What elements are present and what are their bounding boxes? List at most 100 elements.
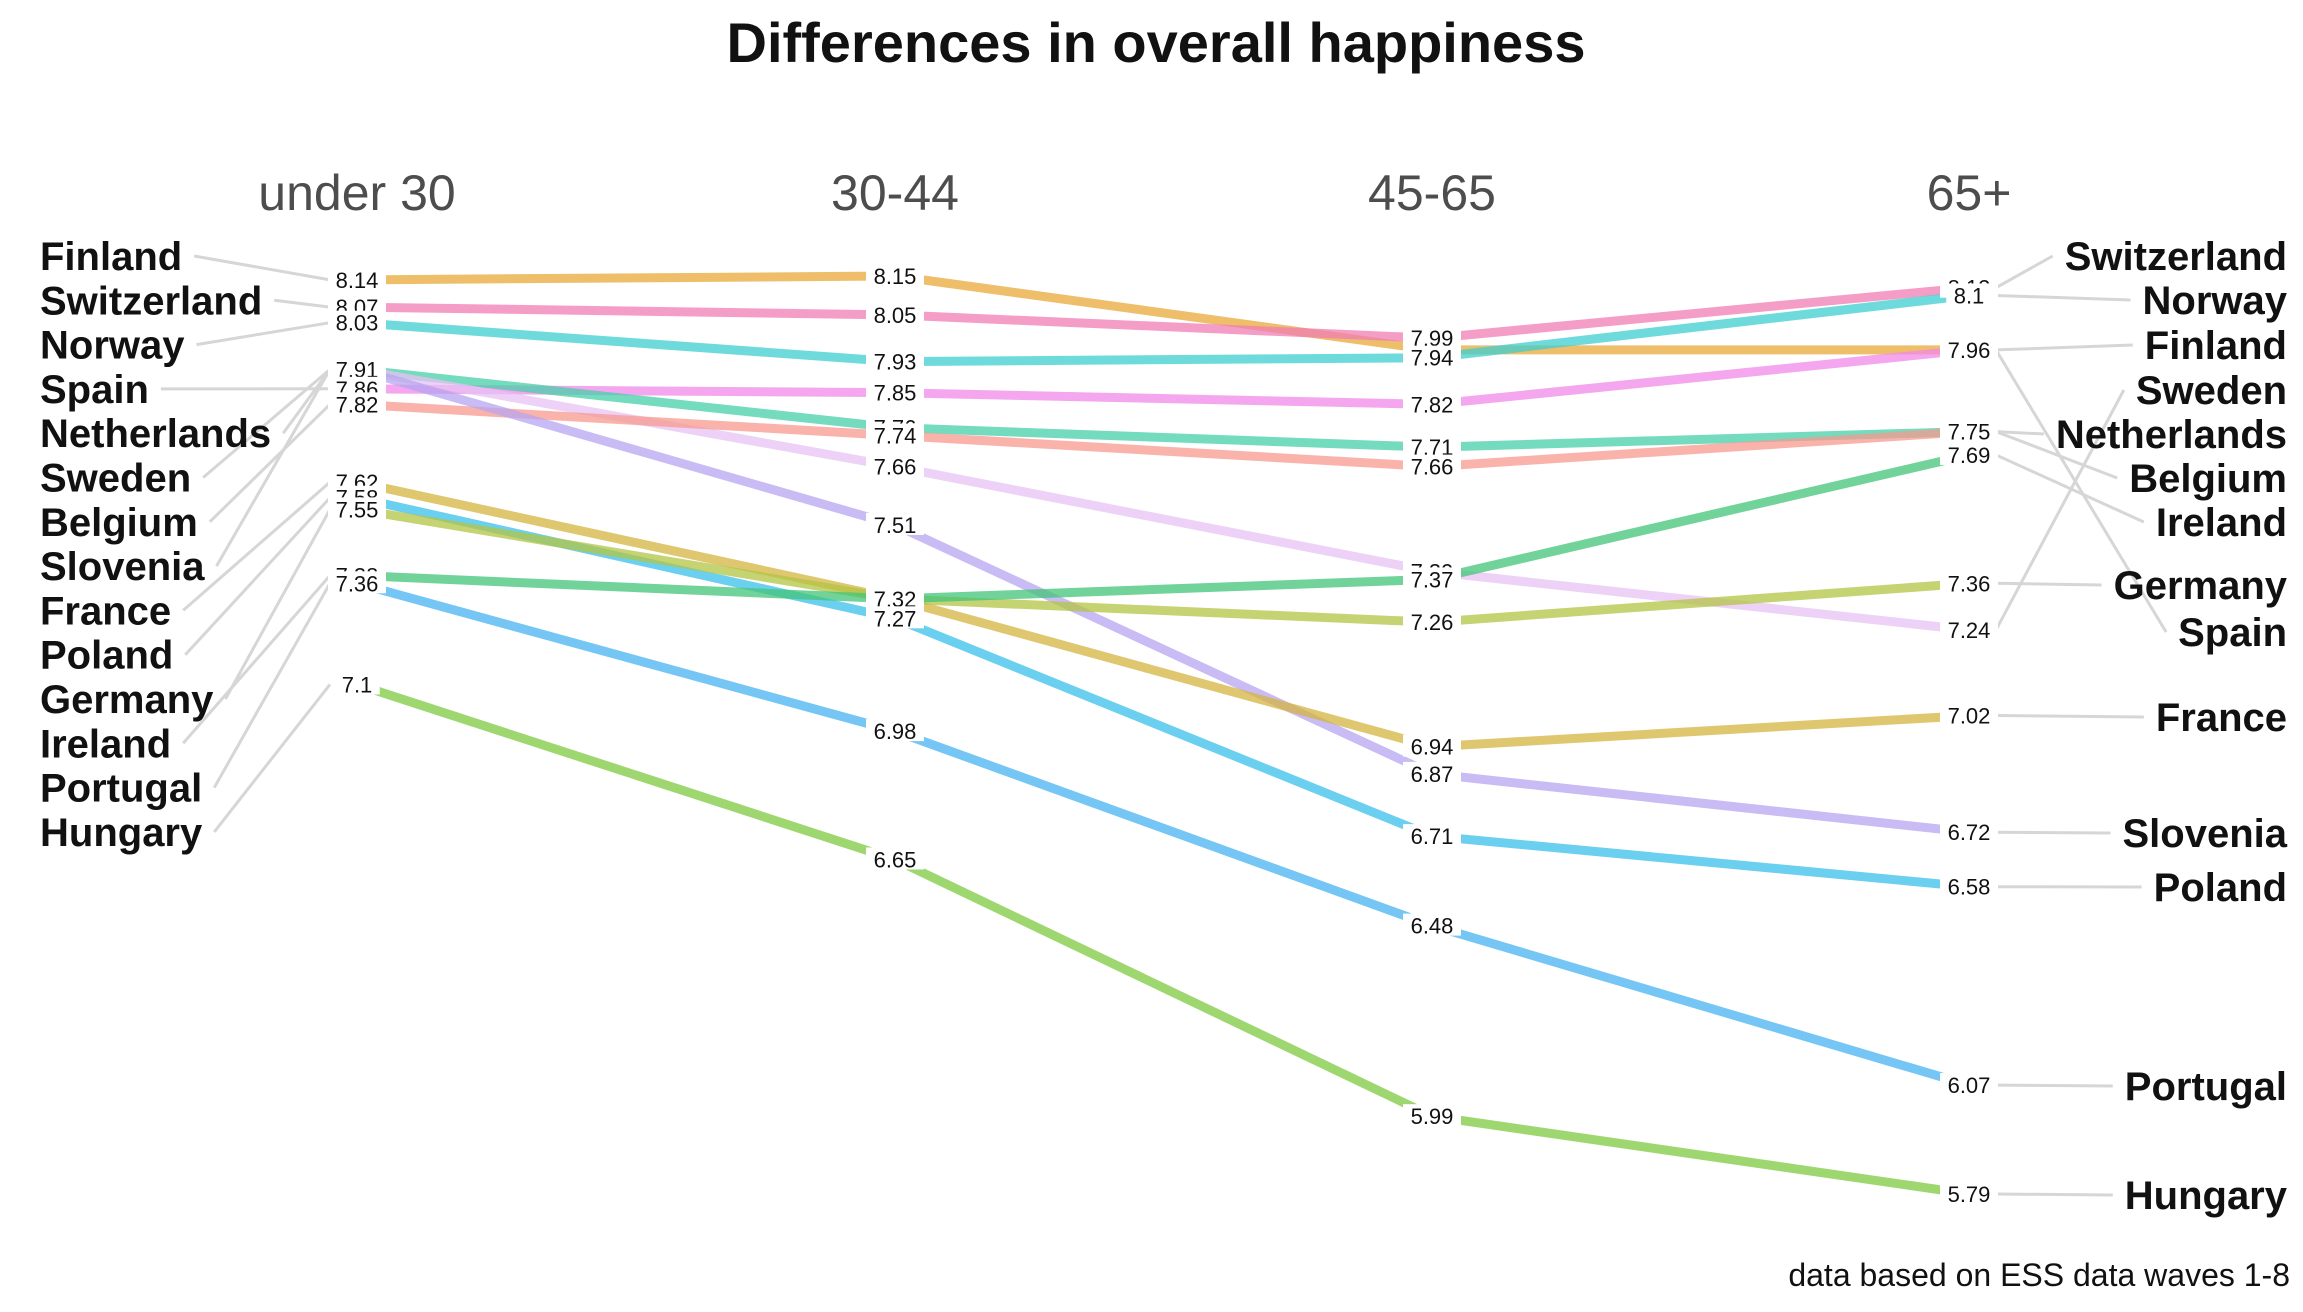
value-label-65-5-79: 5.79: [1940, 1182, 1998, 1207]
chart-title: Differences in overall happiness: [727, 11, 1586, 74]
svg-text:7.69: 7.69: [1948, 443, 1991, 468]
leader-right-belgium: [1995, 430, 2118, 480]
right-label-finland: Finland: [2145, 324, 2287, 368]
svg-text:6.48: 6.48: [1411, 914, 1454, 939]
left-label-france: France: [40, 589, 171, 633]
series-line-germany: [356, 504, 1970, 627]
value-label-45-65-6-94: 6.94: [1403, 734, 1461, 760]
right-label-poland: Poland: [2154, 866, 2287, 910]
series-line-france: [356, 477, 1970, 752]
svg-text:6.87: 6.87: [1411, 762, 1454, 787]
value-label-under-30-7-55: 7.55: [328, 497, 386, 522]
series-line-spain: [356, 345, 1970, 409]
right-label-slovenia: Slovenia: [2122, 812, 2287, 856]
value-label-65-7-96: 7.96: [1940, 337, 1998, 363]
series-line-belgium: [356, 399, 1970, 472]
leader-left-slovenia: [215, 368, 332, 567]
svg-text:7.55: 7.55: [336, 497, 379, 522]
value-label-45-65-6-87: 6.87: [1403, 761, 1461, 787]
right-label-spain: Spain: [2178, 611, 2287, 655]
svg-text:6.71: 6.71: [1411, 824, 1454, 849]
svg-text:7.96: 7.96: [1948, 338, 1991, 363]
value-label-45-65-6-48: 6.48: [1403, 913, 1461, 939]
column-header-30-44: 30-44: [831, 165, 959, 221]
leader-right-norway: [1995, 293, 2131, 302]
svg-text:6.72: 6.72: [1948, 820, 1991, 845]
value-label-under-30-7-82: 7.82: [328, 392, 386, 417]
leader-left-switzerland: [274, 298, 331, 309]
value-label-30-44-7-27: 7.27: [866, 606, 924, 631]
value-label-under-30-8-14: 8.14: [328, 267, 386, 293]
value-label-45-65-7-26: 7.26: [1403, 610, 1461, 635]
value-label-45-65-5-99: 5.99: [1403, 1104, 1461, 1129]
leader-left-hungary: [213, 683, 332, 833]
svg-text:5.79: 5.79: [1948, 1182, 1991, 1207]
value-label-65-7-36: 7.36: [1940, 571, 1998, 596]
leader-right-switzerland: [1995, 254, 2054, 289]
left-label-belgium: Belgium: [40, 501, 198, 545]
series-lines: [355, 271, 1971, 1199]
svg-text:7.36: 7.36: [336, 571, 379, 596]
svg-text:7.75: 7.75: [1948, 420, 1991, 445]
right-label-netherlands: Netherlands: [2056, 413, 2287, 457]
left-label-hungary: Hungary: [40, 811, 203, 855]
leader-right-netherlands: [1995, 430, 2044, 436]
series-line-portugal: [355, 578, 1971, 1090]
leader-left-germany: [224, 508, 332, 700]
value-label-65-6-07: 6.07: [1940, 1073, 1998, 1098]
svg-text:6.94: 6.94: [1411, 735, 1454, 760]
svg-text:8.1: 8.1: [1954, 283, 1985, 308]
series-line-hungary: [355, 680, 1970, 1199]
chart-caption: data based on ESS data waves 1-8: [1788, 1257, 2290, 1293]
leader-left-france: [182, 481, 331, 612]
leader-left-norway: [196, 321, 331, 347]
value-label-45-65-7-66: 7.66: [1403, 454, 1461, 480]
svg-text:8.05: 8.05: [874, 303, 917, 328]
value-label-65-7-24: 7.24: [1940, 617, 1998, 643]
leader-right-france: [1995, 714, 2144, 719]
value-label-30-44-7-74: 7.74: [866, 423, 924, 448]
value-label-45-65-6-71: 6.71: [1403, 824, 1461, 849]
series-line-switzerland: [356, 283, 1970, 343]
series-line-slovenia: [355, 365, 1970, 837]
svg-text:8.03: 8.03: [336, 311, 379, 336]
left-country-labels: FinlandSwitzerlandNorwaySpainNetherlands…: [40, 235, 271, 855]
svg-text:7.27: 7.27: [874, 606, 917, 631]
left-label-finland: Finland: [40, 235, 182, 279]
right-label-france: France: [2156, 696, 2287, 740]
svg-text:7.74: 7.74: [874, 423, 917, 448]
svg-text:7.66: 7.66: [1411, 455, 1454, 480]
right-label-belgium: Belgium: [2129, 457, 2287, 501]
leader-right-ireland: [1995, 453, 2145, 524]
svg-text:7.93: 7.93: [874, 350, 917, 375]
column-header-under-30: under 30: [258, 165, 455, 221]
left-label-portugal: Portugal: [40, 767, 202, 811]
right-label-portugal: Portugal: [2125, 1065, 2287, 1109]
leader-right-sweden: [1994, 389, 2126, 631]
svg-text:7.85: 7.85: [874, 381, 917, 406]
left-label-slovenia: Slovenia: [40, 545, 205, 589]
series-line-netherlands: [356, 364, 1970, 452]
series-line-finland: [356, 271, 1969, 355]
series-line-norway: [356, 290, 1970, 367]
value-label-30-44-6-98: 6.98: [866, 719, 924, 744]
column-header-65: 65+: [1927, 165, 2012, 221]
value-label-45-65-7-37: 7.37: [1403, 567, 1461, 592]
svg-text:6.58: 6.58: [1948, 875, 1991, 900]
value-labels: 8.148.078.037.917.867.827.627.587.557.38…: [328, 264, 1998, 1207]
svg-text:7.1: 7.1: [342, 672, 373, 697]
svg-text:6.07: 6.07: [1948, 1073, 1991, 1098]
value-label-30-44-8-15: 8.15: [866, 264, 924, 289]
right-label-switzerland: Switzerland: [2065, 235, 2287, 279]
svg-text:7.66: 7.66: [874, 455, 917, 480]
leader-right-hungary: [1995, 1192, 2113, 1197]
svg-text:7.51: 7.51: [874, 513, 917, 538]
svg-text:5.99: 5.99: [1411, 1104, 1454, 1129]
svg-text:6.98: 6.98: [874, 719, 917, 744]
left-label-switzerland: Switzerland: [40, 279, 262, 323]
leader-left-belgium: [208, 403, 332, 523]
svg-text:7.82: 7.82: [336, 392, 379, 417]
value-label-under-30-7-36: 7.36: [328, 571, 386, 596]
svg-text:7.26: 7.26: [1411, 610, 1454, 635]
leader-right-finland: [1995, 343, 2133, 352]
